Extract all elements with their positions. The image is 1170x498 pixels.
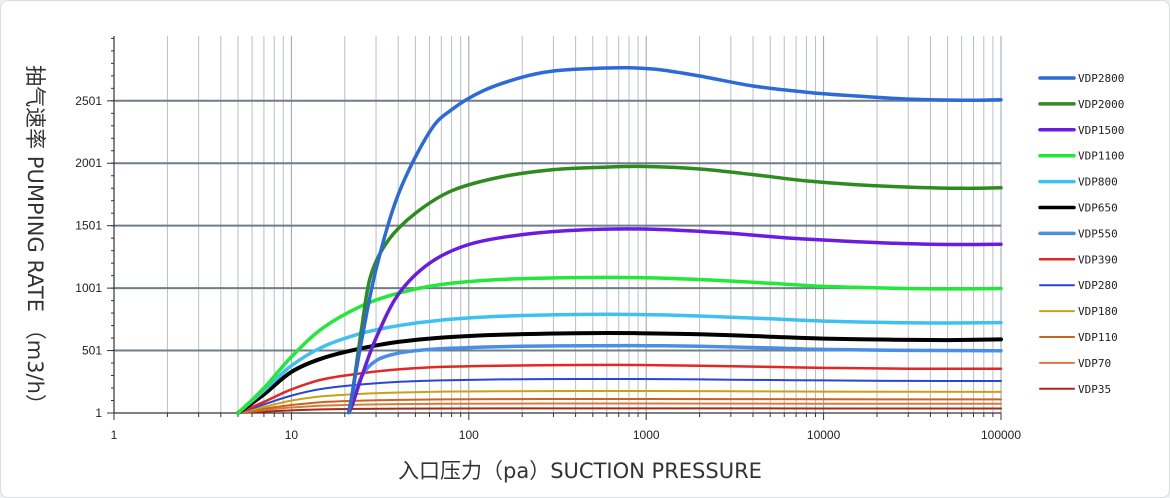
x-tick-label: 100000	[981, 428, 1021, 442]
series-line-vdp70	[237, 402, 1002, 414]
legend-label: VDP35	[1078, 383, 1111, 396]
legend-label: VDP550	[1078, 227, 1118, 240]
series-line-vdp800	[236, 312, 1003, 415]
series-line-vdp35	[237, 407, 1002, 414]
series-line-vdp2000	[346, 164, 1003, 415]
series-line-vdp2800	[346, 65, 1003, 415]
legend-item-vdp35: VDP35	[1039, 383, 1111, 396]
legend-item-vdp650: VDP650	[1038, 202, 1118, 215]
legend-label: VDP180	[1078, 305, 1118, 318]
series-lines	[236, 65, 1003, 415]
x-tick-label: 1	[111, 428, 118, 442]
y-tick-label: 1001	[75, 281, 102, 295]
legend-item-vdp1100: VDP1100	[1038, 150, 1124, 163]
legend-item-vdp800: VDP800	[1038, 176, 1118, 189]
legend-item-vdp390: VDP390	[1038, 253, 1118, 266]
legend-item-vdp110: VDP110	[1039, 331, 1118, 344]
y-tick-label: 2501	[75, 94, 102, 108]
legend: VDP2800 VDP2000 VDP1500 VDP1100 VDP800 VDP650…	[1038, 72, 1124, 396]
legend-label: VDP1500	[1078, 124, 1124, 137]
legend-label: VDP280	[1078, 279, 1118, 292]
y-axis-title: 抽气速率 PUMPING RATE （m3/h）	[23, 65, 47, 415]
legend-item-vdp280: VDP280	[1039, 279, 1118, 292]
y-tick-label: 1501	[75, 219, 102, 233]
legend-label: VDP1100	[1078, 150, 1124, 163]
x-axis-title: 入口压力（pa）SUCTION PRESSURE	[398, 459, 762, 483]
y-tick-label: 501	[82, 344, 102, 358]
legend-label: VDP2000	[1078, 98, 1124, 111]
series-line-vdp650	[236, 331, 1003, 415]
legend-item-vdp2000: VDP2000	[1038, 98, 1124, 111]
legend-label: VDP110	[1078, 331, 1118, 344]
legend-item-vdp550: VDP550	[1038, 227, 1118, 240]
y-tick-label: 2001	[75, 156, 102, 170]
x-tick-label: 1000	[633, 428, 660, 442]
legend-item-vdp70: VDP70	[1039, 357, 1111, 370]
series-line-vdp550	[346, 343, 1003, 415]
legend-label: VDP650	[1078, 202, 1118, 215]
series-line-vdp1500	[346, 227, 1003, 415]
x-tick-label: 10000	[807, 428, 841, 442]
legend-item-vdp180: VDP180	[1039, 305, 1118, 318]
legend-item-vdp1500: VDP1500	[1038, 124, 1124, 137]
legend-label: VDP2800	[1078, 72, 1124, 85]
grid	[114, 36, 1002, 413]
series-line-vdp280	[237, 378, 1002, 414]
series-line-vdp1100	[236, 275, 1003, 415]
x-tick-label: 10	[285, 428, 299, 442]
series-line-vdp390	[236, 363, 1003, 415]
series-line-vdp110	[237, 397, 1002, 414]
series-line-vdp180	[237, 390, 1002, 414]
x-tick-label: 100	[459, 428, 479, 442]
legend-item-vdp2800: VDP2800	[1038, 72, 1124, 85]
legend-label: VDP800	[1078, 176, 1118, 189]
legend-label: VDP70	[1078, 357, 1111, 370]
y-tick-label: 1	[95, 406, 102, 420]
legend-label: VDP390	[1078, 253, 1118, 266]
